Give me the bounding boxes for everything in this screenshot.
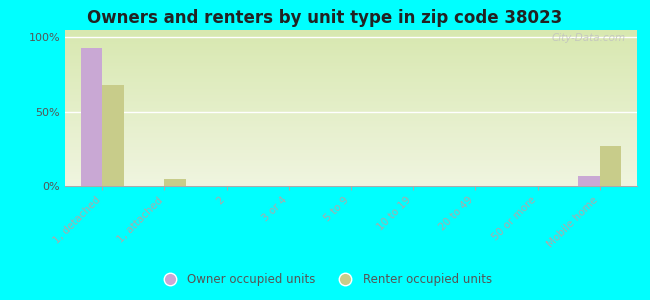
Bar: [578, 176, 600, 186]
Text: Owners and renters by unit type in zip code 38023: Owners and renters by unit type in zip c…: [87, 9, 563, 27]
Bar: [102, 85, 124, 186]
Legend: Owner occupied units, Renter occupied units: Owner occupied units, Renter occupied un…: [153, 269, 497, 291]
Bar: [81, 48, 102, 186]
Bar: [600, 146, 621, 186]
Bar: [164, 178, 187, 186]
Text: City-Data.com: City-Data.com: [551, 33, 625, 43]
